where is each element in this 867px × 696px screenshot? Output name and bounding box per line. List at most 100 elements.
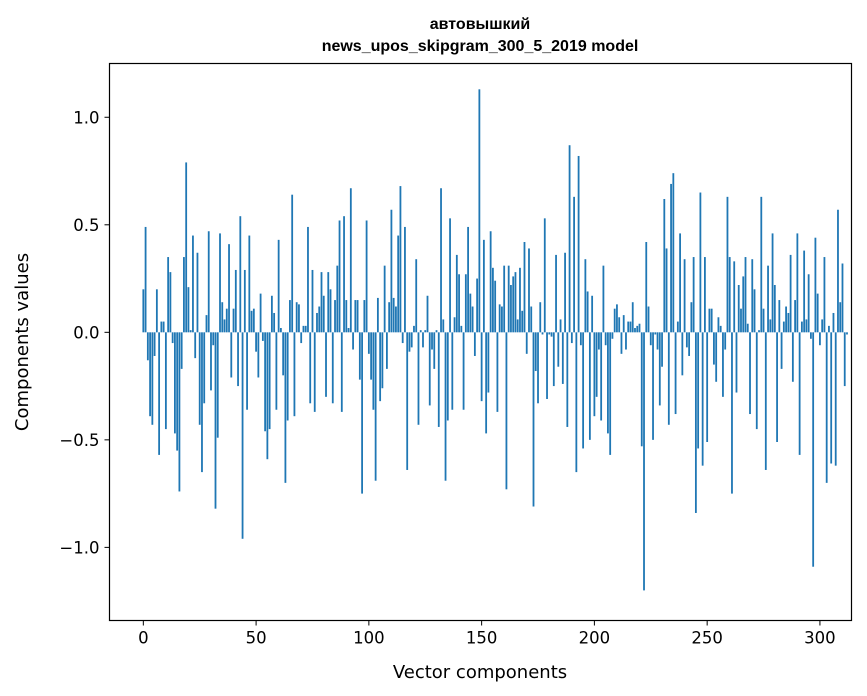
bar: [264, 332, 267, 432]
bar: [336, 265, 339, 333]
bar: [417, 332, 420, 425]
bar: [410, 332, 413, 348]
bar: [144, 226, 147, 333]
y-tick-label: 0.5: [73, 216, 99, 235]
bar: [404, 226, 406, 333]
bar: [740, 308, 742, 333]
bar: [690, 302, 693, 333]
bar: [358, 332, 361, 380]
bar: [719, 325, 722, 333]
bar: [338, 220, 341, 333]
bar: [203, 332, 206, 404]
bar: [192, 235, 194, 333]
bar: [383, 265, 386, 333]
bar: [149, 332, 151, 417]
bar: [381, 332, 384, 389]
bar: [370, 332, 373, 380]
bar: [194, 332, 197, 359]
bar: [823, 257, 826, 333]
bar: [758, 330, 760, 333]
bar: [295, 302, 298, 333]
bar: [546, 332, 548, 399]
bar: [543, 218, 546, 333]
bar: [480, 332, 483, 402]
bar: [365, 220, 368, 333]
bar: [625, 332, 627, 350]
bar: [431, 332, 433, 350]
bar: [424, 330, 427, 333]
bar: [367, 332, 370, 354]
bar: [685, 332, 688, 348]
bar: [291, 194, 294, 333]
bar: [478, 89, 481, 333]
x-tick-label: 150: [466, 629, 498, 648]
bar: [717, 317, 720, 333]
bar: [800, 321, 803, 333]
bar: [372, 332, 375, 410]
bar: [252, 308, 255, 333]
bars-group: [142, 89, 848, 591]
bar: [401, 332, 404, 344]
bar: [302, 325, 305, 333]
y-tick-label: 1.0: [73, 108, 99, 127]
bar: [178, 332, 181, 492]
bar: [602, 265, 605, 333]
bar: [270, 295, 273, 333]
y-tick-label: −0.5: [59, 431, 99, 450]
bar: [442, 319, 445, 333]
bar: [728, 257, 731, 333]
bar: [241, 332, 244, 539]
bar: [225, 308, 228, 333]
bar: [582, 332, 585, 449]
bar: [187, 287, 190, 333]
bar: [512, 276, 515, 333]
bar: [791, 332, 794, 382]
bar: [573, 196, 575, 333]
bar: [622, 315, 625, 333]
bar: [444, 332, 447, 481]
bar: [246, 332, 248, 410]
bar: [174, 332, 176, 434]
bar: [219, 233, 221, 333]
bar: [643, 332, 645, 591]
bar: [160, 321, 163, 333]
chart-title: автовышкий: [430, 16, 530, 33]
chart-subtitle: news_upos_skipgram_300_5_2019 model: [322, 38, 639, 55]
bar: [243, 269, 246, 333]
bar: [841, 263, 844, 333]
plot-frame: [108, 62, 853, 622]
bar: [771, 233, 774, 333]
bar: [778, 300, 781, 333]
bar: [521, 310, 524, 333]
bar: [598, 332, 600, 350]
bar: [413, 325, 415, 333]
bar: [453, 317, 456, 333]
bar: [151, 332, 154, 425]
bar: [250, 310, 253, 333]
bar: [568, 145, 571, 333]
bar: [390, 209, 393, 333]
bar: [505, 332, 508, 490]
bar: [482, 239, 485, 333]
bar: [286, 332, 289, 421]
bar: [706, 332, 709, 442]
bar: [787, 312, 790, 333]
bar: [419, 330, 422, 333]
bar: [406, 332, 409, 470]
bar: [663, 198, 666, 333]
bar: [773, 285, 776, 333]
bar: [462, 332, 465, 410]
bar: [232, 308, 235, 333]
bar: [498, 304, 501, 333]
bar: [307, 226, 309, 333]
bar: [550, 332, 553, 337]
bar: [464, 274, 467, 333]
bar: [347, 328, 350, 333]
bar: [282, 332, 285, 376]
bar: [579, 332, 582, 346]
bar: [489, 231, 492, 333]
bar: [803, 250, 806, 333]
bar: [422, 332, 424, 348]
bar: [280, 328, 282, 333]
bar: [388, 302, 391, 333]
